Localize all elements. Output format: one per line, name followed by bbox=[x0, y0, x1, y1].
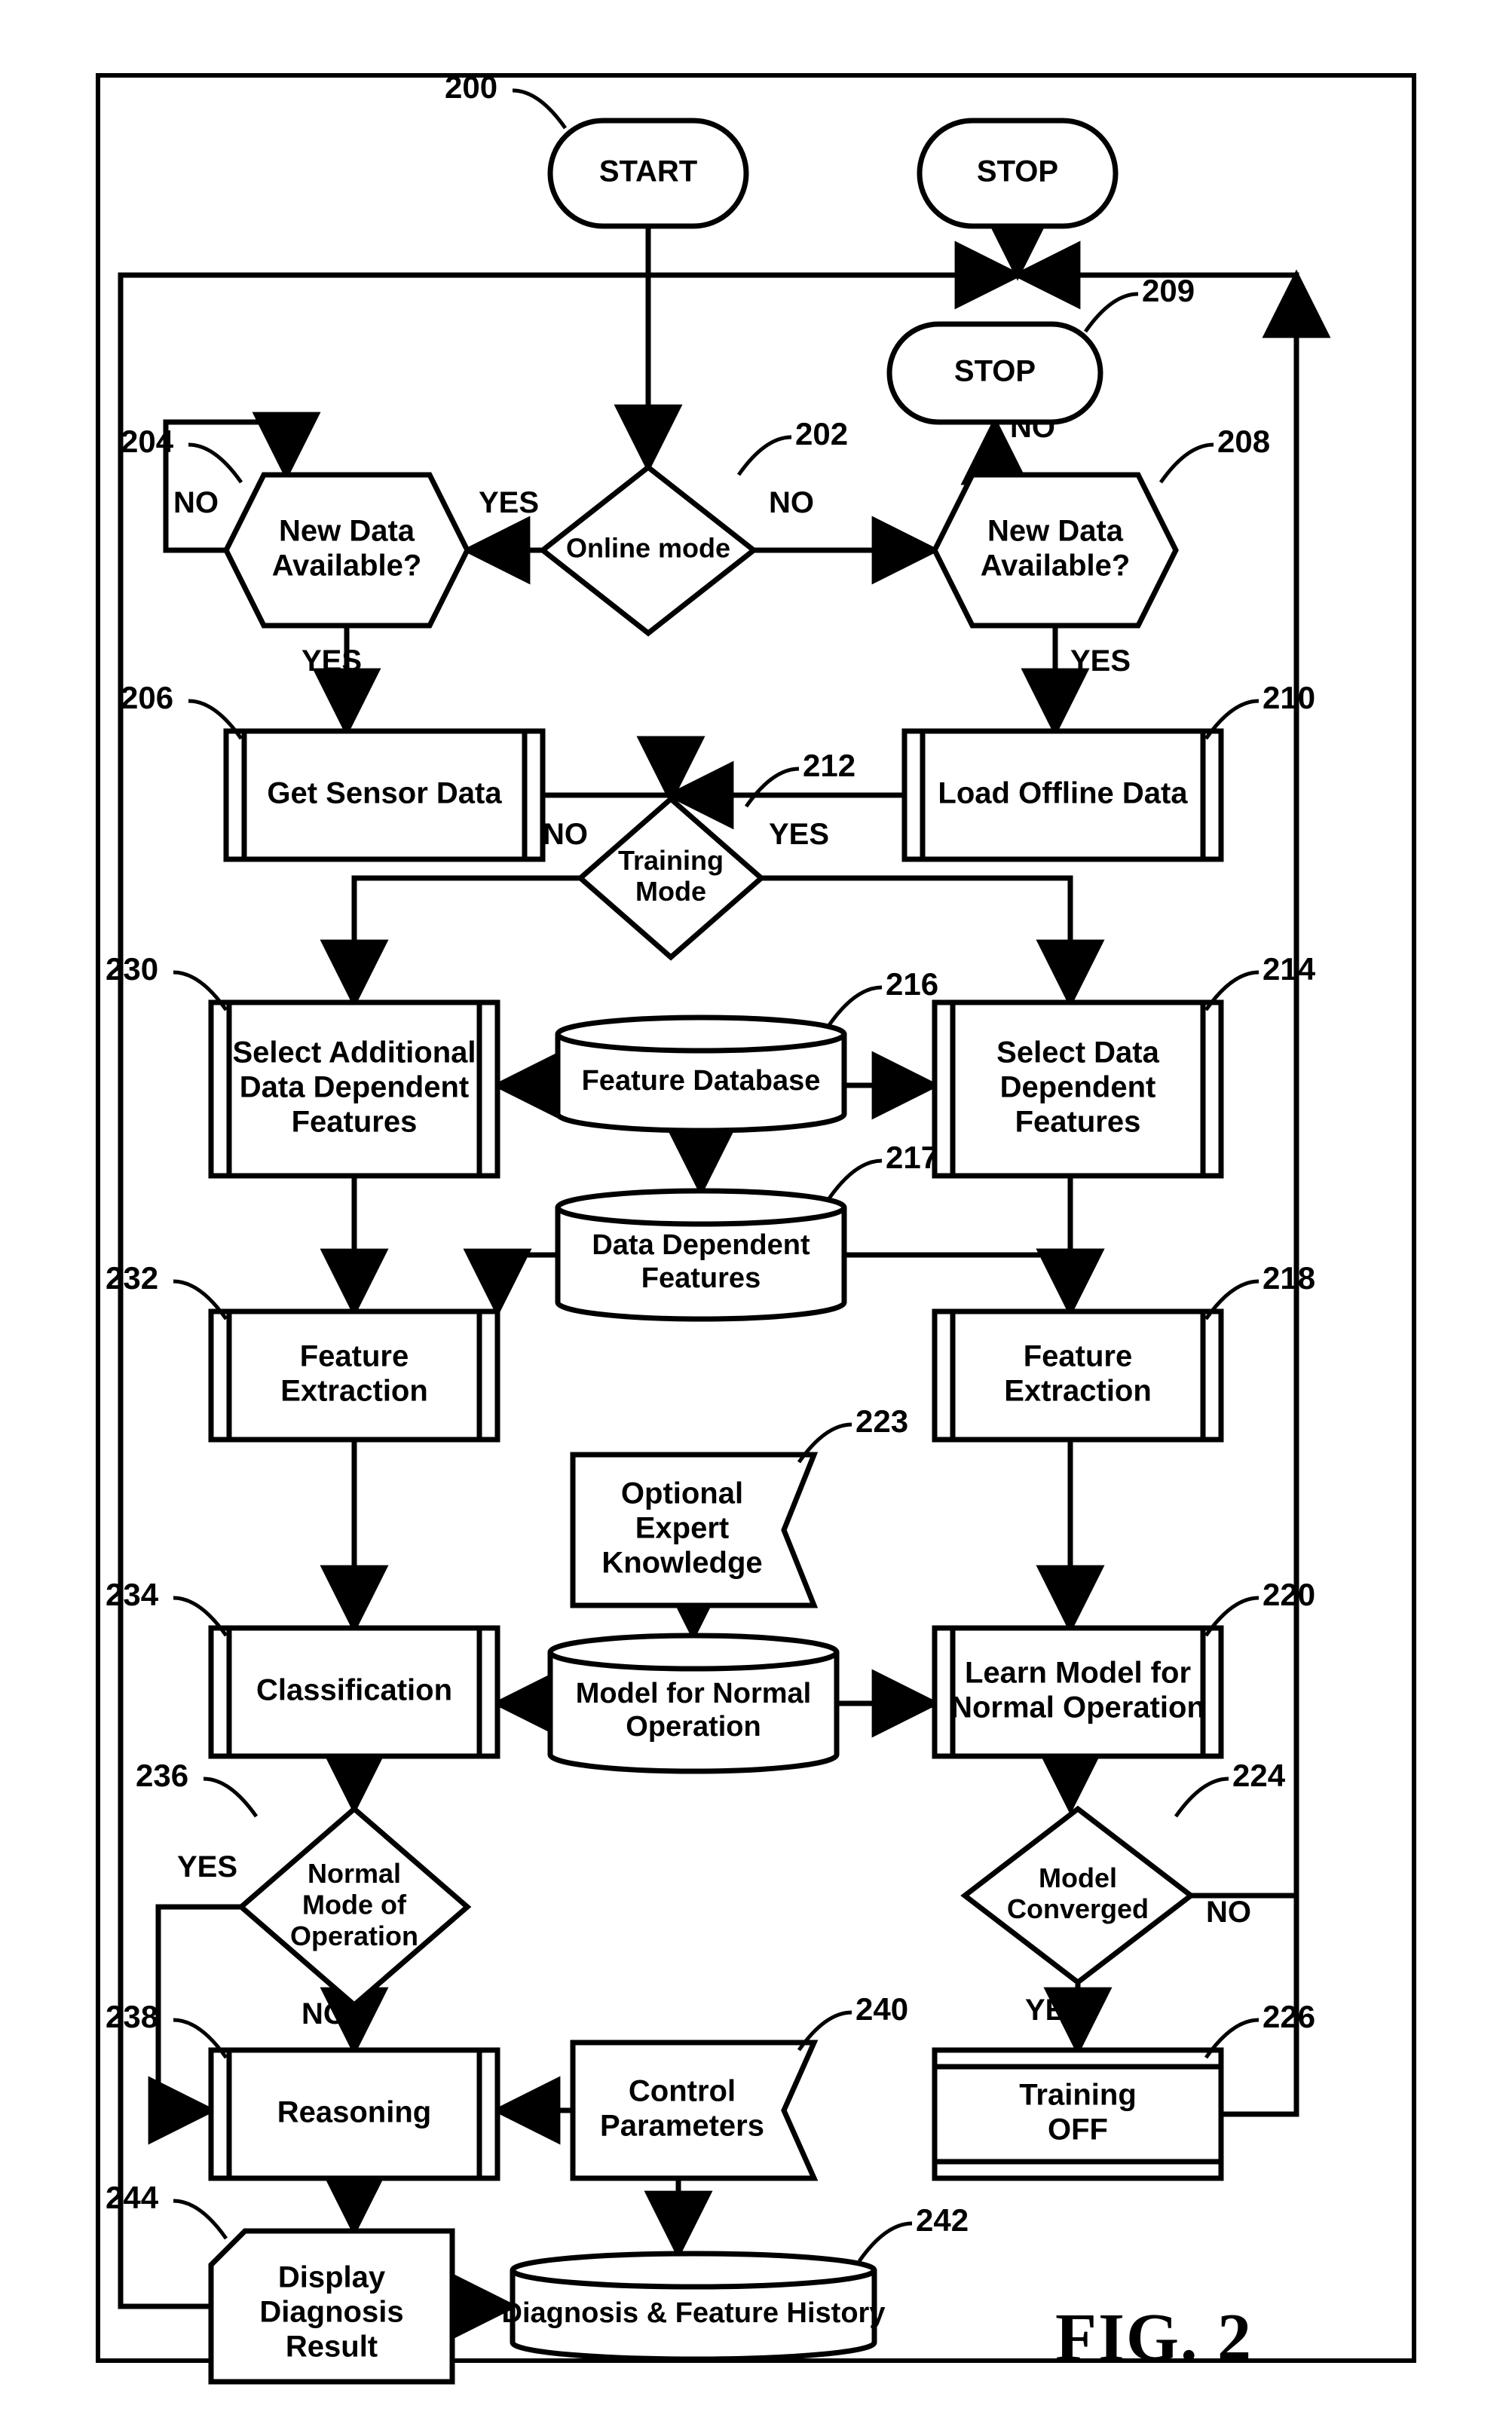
svg-text:Features: Features bbox=[292, 1106, 418, 1139]
svg-text:NO: NO bbox=[301, 1997, 347, 2031]
svg-text:YES: YES bbox=[177, 1850, 237, 1884]
svg-text:YES: YES bbox=[1025, 1994, 1085, 2027]
svg-text:Data Dependent: Data Dependent bbox=[240, 1071, 470, 1104]
svg-text:Select Data: Select Data bbox=[996, 1036, 1159, 1070]
svg-text:209: 209 bbox=[1142, 273, 1195, 308]
svg-text:Expert: Expert bbox=[635, 1512, 730, 1545]
svg-text:Model for Normal: Model for Normal bbox=[576, 1678, 811, 1709]
svg-text:217: 217 bbox=[886, 1140, 938, 1175]
svg-text:Result: Result bbox=[286, 2330, 378, 2364]
svg-text:Load Offline Data: Load Offline Data bbox=[938, 777, 1188, 810]
svg-text:206: 206 bbox=[121, 680, 173, 715]
svg-text:Feature Database: Feature Database bbox=[582, 1065, 821, 1097]
svg-text:New Data: New Data bbox=[987, 515, 1124, 548]
svg-text:YES: YES bbox=[479, 486, 539, 519]
svg-text:220: 220 bbox=[1263, 1577, 1315, 1612]
svg-text:Select Additional: Select Additional bbox=[232, 1036, 476, 1070]
svg-text:Mode of: Mode of bbox=[302, 1890, 407, 1920]
svg-text:234: 234 bbox=[106, 1577, 159, 1612]
svg-text:Operation: Operation bbox=[290, 1920, 418, 1951]
svg-text:Features: Features bbox=[641, 1262, 761, 1294]
svg-text:218: 218 bbox=[1263, 1260, 1315, 1296]
svg-text:Knowledge: Knowledge bbox=[601, 1547, 762, 1580]
svg-text:Optional: Optional bbox=[621, 1477, 743, 1510]
svg-text:232: 232 bbox=[106, 1260, 158, 1296]
svg-text:Learn Model for: Learn Model for bbox=[965, 1657, 1191, 1690]
flowchart-svg: YESNONONOYESYESNOYESYESNOYESNOSTART200ST… bbox=[0, 0, 1512, 2436]
svg-text:NO: NO bbox=[543, 818, 588, 851]
svg-text:238: 238 bbox=[106, 1999, 158, 2034]
svg-text:Parameters: Parameters bbox=[600, 2110, 764, 2143]
svg-text:Feature: Feature bbox=[300, 1340, 409, 1373]
svg-text:Get Sensor Data: Get Sensor Data bbox=[267, 777, 502, 810]
svg-text:214: 214 bbox=[1263, 951, 1316, 987]
svg-text:Extraction: Extraction bbox=[1004, 1375, 1152, 1408]
svg-text:212: 212 bbox=[803, 748, 855, 783]
svg-text:230: 230 bbox=[106, 951, 158, 987]
svg-text:Display: Display bbox=[278, 2261, 386, 2294]
svg-text:Mode: Mode bbox=[635, 876, 706, 907]
svg-text:226: 226 bbox=[1263, 1999, 1315, 2034]
svg-text:Control: Control bbox=[629, 2075, 736, 2108]
svg-text:YES: YES bbox=[1070, 644, 1131, 678]
svg-text:216: 216 bbox=[886, 966, 938, 1002]
svg-text:START: START bbox=[599, 155, 697, 188]
svg-text:OFF: OFF bbox=[1048, 2113, 1108, 2147]
svg-text:Training: Training bbox=[618, 845, 724, 876]
svg-text:204: 204 bbox=[121, 424, 174, 459]
svg-text:Classification: Classification bbox=[256, 1674, 452, 1707]
svg-text:Features: Features bbox=[1015, 1106, 1141, 1139]
svg-text:Model: Model bbox=[1039, 1862, 1117, 1893]
svg-text:YES: YES bbox=[301, 644, 362, 678]
svg-text:NO: NO bbox=[769, 486, 814, 519]
flowchart-page: YESNONONOYESYESNOYESYESNOYESNOSTART200ST… bbox=[0, 0, 1512, 2436]
svg-text:Dependent: Dependent bbox=[1000, 1071, 1156, 1104]
svg-text:Reasoning: Reasoning bbox=[277, 2096, 431, 2129]
svg-text:New Data: New Data bbox=[279, 515, 415, 548]
svg-text:Extraction: Extraction bbox=[280, 1375, 428, 1408]
svg-text:Online mode: Online mode bbox=[566, 533, 730, 564]
svg-text:242: 242 bbox=[916, 2202, 969, 2238]
svg-text:Converged: Converged bbox=[1007, 1893, 1149, 1924]
figure-label: FIG. 2 bbox=[1055, 2299, 1253, 2376]
svg-text:236: 236 bbox=[136, 1758, 188, 1793]
svg-text:NO: NO bbox=[1206, 1896, 1251, 1929]
svg-text:Diagnosis: Diagnosis bbox=[259, 2296, 403, 2329]
svg-text:Operation: Operation bbox=[626, 1711, 761, 1743]
svg-text:244: 244 bbox=[106, 2180, 159, 2215]
svg-text:YES: YES bbox=[769, 818, 829, 851]
svg-text:Training: Training bbox=[1019, 2079, 1137, 2112]
svg-text:Available?: Available? bbox=[981, 549, 1131, 583]
svg-text:200: 200 bbox=[445, 69, 497, 105]
svg-text:240: 240 bbox=[855, 1991, 908, 2027]
svg-text:Normal: Normal bbox=[308, 1858, 401, 1889]
svg-text:Feature: Feature bbox=[1024, 1340, 1133, 1373]
svg-text:210: 210 bbox=[1263, 680, 1315, 715]
svg-text:Normal Operation: Normal Operation bbox=[950, 1691, 1205, 1724]
svg-text:NO: NO bbox=[173, 486, 219, 519]
svg-text:Available?: Available? bbox=[272, 549, 422, 583]
svg-text:STOP: STOP bbox=[977, 155, 1058, 188]
svg-text:Data Dependent: Data Dependent bbox=[592, 1229, 810, 1261]
svg-text:202: 202 bbox=[795, 416, 848, 451]
svg-text:208: 208 bbox=[1217, 424, 1270, 459]
svg-text:224: 224 bbox=[1232, 1758, 1286, 1793]
svg-text:223: 223 bbox=[855, 1403, 908, 1439]
svg-text:Diagnosis & Feature History: Diagnosis & Feature History bbox=[502, 2297, 886, 2329]
svg-text:STOP: STOP bbox=[954, 355, 1036, 388]
